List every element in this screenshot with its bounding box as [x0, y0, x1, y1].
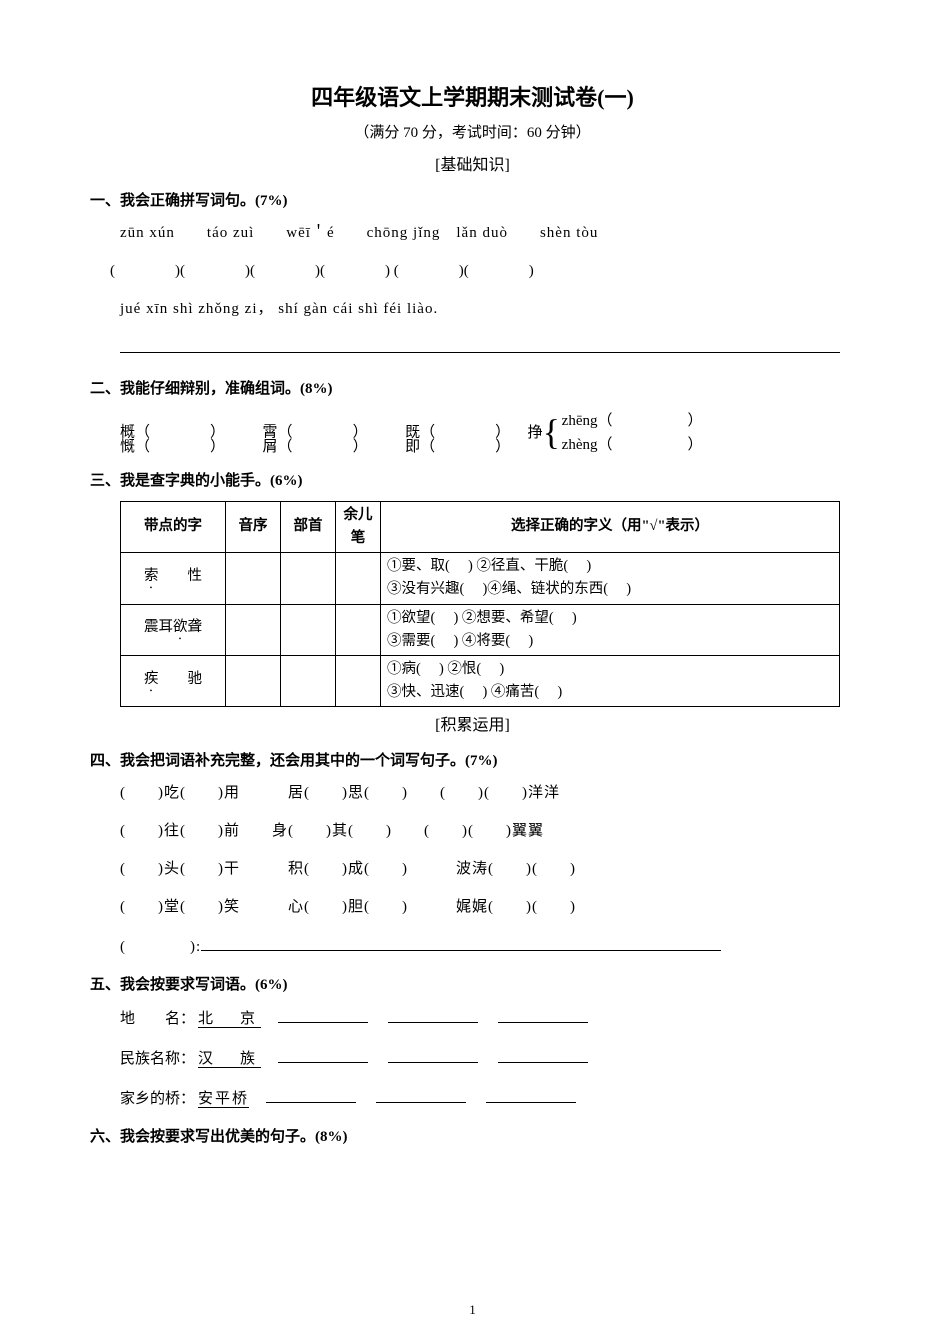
- q5-example-bridge: 安平桥: [195, 1091, 252, 1107]
- q1-paren-row: ( )( )( )( ) ( )( ): [110, 259, 855, 283]
- fill-blank: [388, 1045, 478, 1063]
- q2-zheng-char: 挣: [528, 425, 543, 441]
- page-number: 1: [0, 1300, 945, 1321]
- q4-heading: 四、我会把词语补充完整，还会用其中的一个词写句子。(7%): [90, 749, 855, 773]
- cell-char-2: 震耳欲聋: [121, 604, 226, 655]
- q2-r2-b: ） 屑（: [210, 439, 293, 455]
- q5-row-bridge: 家乡的桥：安平桥: [120, 1085, 855, 1111]
- q5-heading: 五、我会按要求写词语。(6%): [90, 973, 855, 997]
- cell-blank: [336, 604, 381, 655]
- table-row: 疾 驰 ①病( ) ②恨( ) ③快、迅速( ) ④痛苦( ): [121, 655, 840, 706]
- q5-block: 地 名：北 京 民族名称：汉 族 家乡的桥：安平桥: [120, 1005, 855, 1111]
- table-header-row: 带点的字 音序 部首 余儿笔 选择正确的字义（用"√"表示）: [121, 501, 840, 552]
- q5-example-place: 北 京: [195, 1011, 264, 1027]
- cell-blank: [226, 655, 281, 706]
- q5-row-place: 地 名：北 京: [120, 1005, 855, 1031]
- idiom-row-4: ( )堂( )笑 心( )胆( ) 娓娓( )( ): [120, 895, 855, 919]
- idiom-row-3: ( )头( )干 积( )成( ) 波涛( )( ): [120, 857, 855, 881]
- section-accumulate-label: [积累运用]: [90, 713, 855, 739]
- q2-r2-d: ）: [495, 439, 510, 455]
- q2-block: 概（ ） 霄（ ） 既（ ） 挣{ zhēng（ ） zhèng（ ） 慨（ ）…: [120, 409, 855, 459]
- char-xing: 性: [188, 568, 203, 584]
- char-chi: 驰: [188, 671, 203, 687]
- q2-zheng1: zhēng（ ）: [562, 409, 703, 433]
- cell-blank: [336, 553, 381, 604]
- fill-blank: [278, 1045, 368, 1063]
- subtitle: （满分 70 分，考试时间：60 分钟）: [90, 121, 855, 145]
- cell-def-2: ①欲望( ) ②想要、希望( ) ③需要( ) ④将要( ): [381, 604, 840, 655]
- q2-r2-a: 慨（: [120, 439, 150, 455]
- fill-blank: [498, 1005, 588, 1023]
- fill-blank: [278, 1005, 368, 1023]
- page-title: 四年级语文上学期期末测试卷(一): [90, 80, 855, 115]
- dictionary-table: 带点的字 音序 部首 余儿笔 选择正确的字义（用"√"表示） 索 性 ①要、取(…: [120, 501, 840, 708]
- q2-row-2: 慨（ ） 屑（ ） 即（ ）: [120, 435, 855, 459]
- q2-zheng-group: 挣{ zhēng（ ） zhèng（ ）: [528, 409, 703, 457]
- fill-blank: [498, 1045, 588, 1063]
- fill-blank: [486, 1085, 576, 1103]
- q5-label-ethnic: 民族名称：: [120, 1051, 195, 1067]
- fill-blank: [266, 1085, 356, 1103]
- q5-example-ethnic: 汉 族: [195, 1051, 264, 1067]
- q5-label-place: 地 名：: [120, 1011, 195, 1027]
- q4-sentence-prefix: ( ):: [120, 939, 201, 955]
- section-basics-label: [基础知识]: [90, 153, 855, 179]
- cell-blank: [281, 553, 336, 604]
- q5-row-ethnic: 民族名称：汉 族: [120, 1045, 855, 1071]
- th-yinxu: 音序: [226, 501, 281, 552]
- q1-pinyin-row: zūn xún táo zuì wēī＇é chōng jǐng lǎn duò…: [120, 221, 855, 245]
- idiom-row-2: ( )往( )前 身( )其( ) ( )( )翼翼: [120, 819, 855, 843]
- brace-icon: {: [543, 422, 560, 444]
- dotted-char-ji: 疾: [144, 671, 159, 687]
- q4-answer-line: [201, 933, 721, 951]
- q1-answer-line: [120, 335, 840, 353]
- q3-heading: 三、我是查字典的小能手。(6%): [90, 469, 855, 493]
- q4-block: ( )吃( )用 居( )思( ) ( )( )洋洋 ( )往( )前 身( )…: [120, 781, 855, 959]
- th-yubi: 余儿笔: [336, 501, 381, 552]
- th-char: 带点的字: [121, 501, 226, 552]
- idiom-row-1: ( )吃( )用 居( )思( ) ( )( )洋洋: [120, 781, 855, 805]
- dotted-char-suo: 索: [144, 568, 159, 584]
- cell-def-3: ①病( ) ②恨( ) ③快、迅速( ) ④痛苦( ): [381, 655, 840, 706]
- cell-char-1: 索 性: [121, 553, 226, 604]
- cell-blank: [226, 553, 281, 604]
- th-bushou: 部首: [281, 501, 336, 552]
- q2-heading: 二、我能仔细辩别，准确组词。(8%): [90, 377, 855, 401]
- cell-def-1: ①要、取( ) ②径直、干脆( ) ③没有兴趣( )④绳、链状的东西( ): [381, 553, 840, 604]
- fill-blank: [388, 1005, 478, 1023]
- fill-blank: [376, 1085, 466, 1103]
- cell-blank: [281, 604, 336, 655]
- q6-heading: 六、我会按要求写出优美的句子。(8%): [90, 1125, 855, 1149]
- q2-zheng2: zhèng（ ）: [562, 433, 703, 457]
- dotted-char-yu: 欲: [173, 619, 188, 635]
- q1-sentence: jué xīn shì zhǒng zi， shí gàn cái shì fé…: [120, 297, 855, 321]
- th-def: 选择正确的字义（用"√"表示）: [381, 501, 840, 552]
- idiom-row-5: ( ):: [120, 933, 855, 959]
- q1-heading: 一、我会正确拼写词句。(7%): [90, 189, 855, 213]
- cell-blank: [336, 655, 381, 706]
- table-row: 震耳欲聋 ①欲望( ) ②想要、希望( ) ③需要( ) ④将要( ): [121, 604, 840, 655]
- cell-char-3: 疾 驰: [121, 655, 226, 706]
- q5-label-bridge: 家乡的桥：: [120, 1091, 195, 1107]
- q2-r2-c: ） 即（: [353, 439, 436, 455]
- cell-blank: [226, 604, 281, 655]
- cell-blank: [281, 655, 336, 706]
- table-row: 索 性 ①要、取( ) ②径直、干脆( ) ③没有兴趣( )④绳、链状的东西( …: [121, 553, 840, 604]
